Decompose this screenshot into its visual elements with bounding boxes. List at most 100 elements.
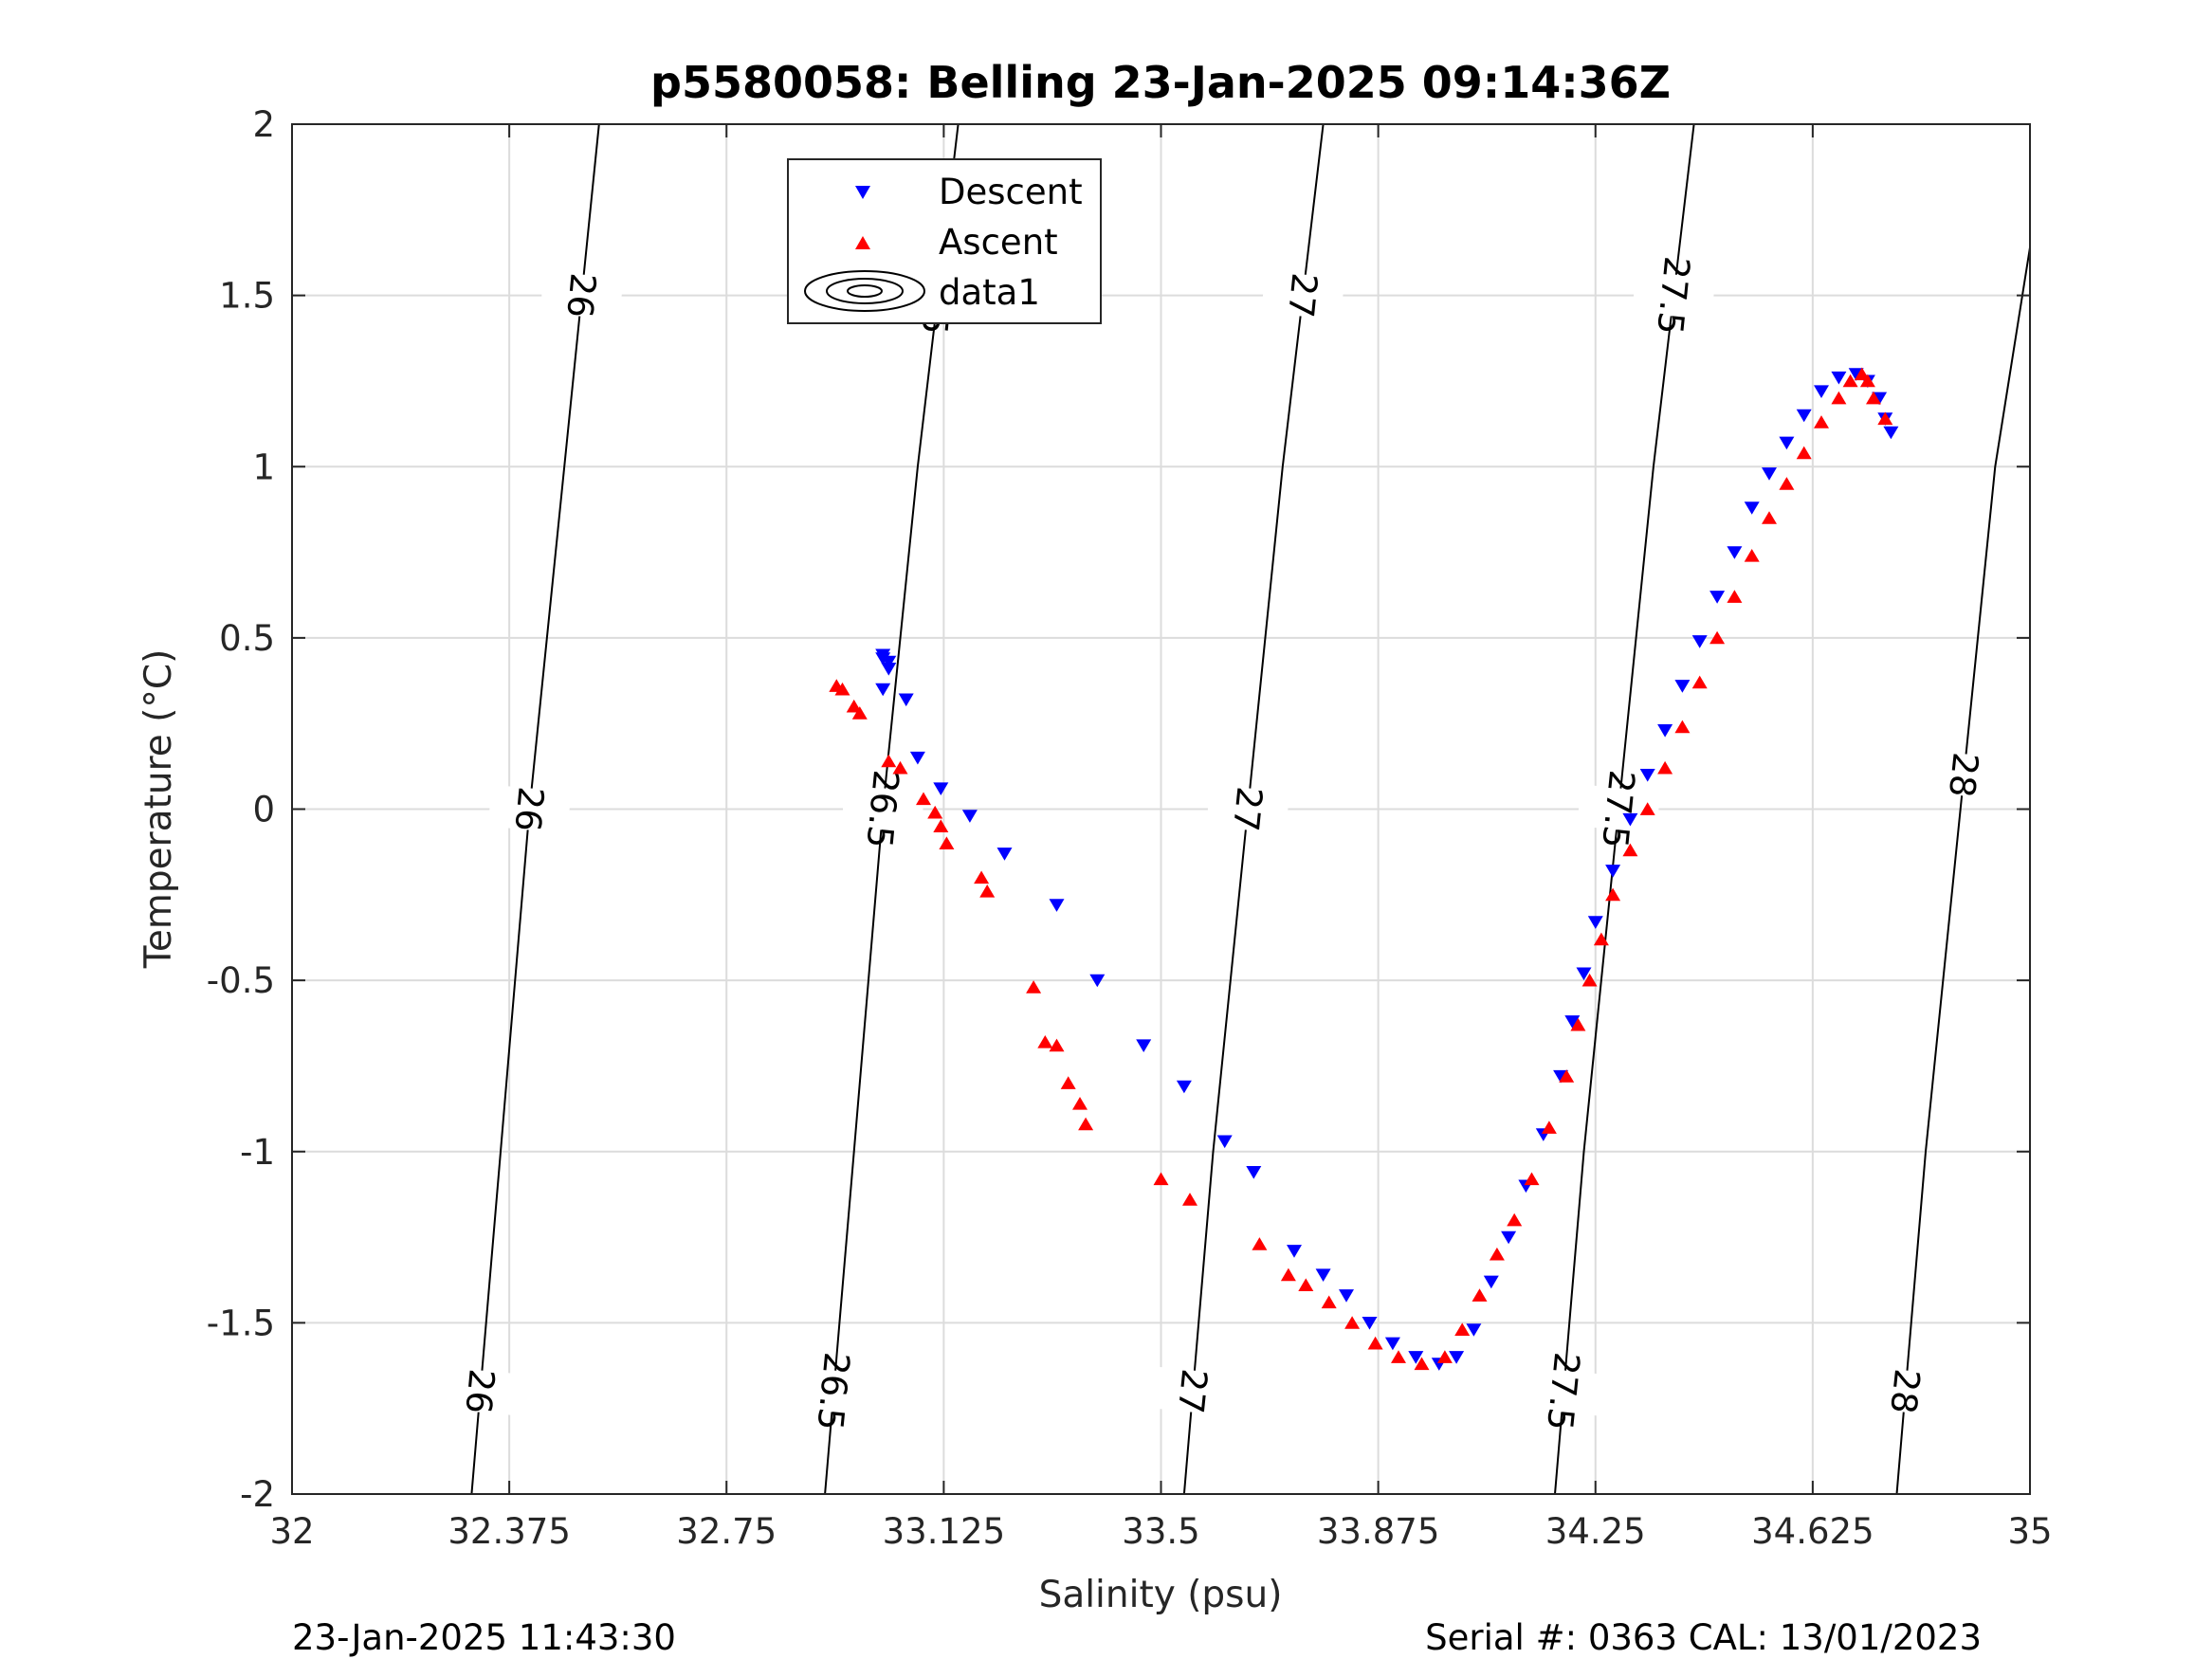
contour-label-bg bbox=[1632, 270, 1716, 320]
descent-point bbox=[1136, 1039, 1152, 1052]
descent-point bbox=[1089, 974, 1106, 988]
contour-label: 26 bbox=[506, 785, 551, 833]
contour-label-bg bbox=[1151, 1366, 1235, 1416]
y-tick-label: 2 bbox=[252, 104, 275, 145]
ascent-point bbox=[1814, 415, 1829, 428]
descent-point bbox=[933, 782, 949, 795]
x-tick-label: 32.375 bbox=[448, 1511, 570, 1552]
ascent-point bbox=[1709, 630, 1726, 645]
descent-point bbox=[1796, 409, 1812, 423]
ascent-point bbox=[1414, 1357, 1430, 1371]
ascent-point bbox=[1605, 887, 1621, 902]
descent-point bbox=[1779, 436, 1795, 450]
contour-label: 27.5 bbox=[1594, 768, 1642, 849]
descent-point bbox=[1727, 546, 1743, 559]
descent-point bbox=[1362, 1317, 1378, 1330]
legend-ascent-marker bbox=[855, 236, 870, 249]
ascent-point bbox=[881, 754, 897, 768]
descent-point bbox=[1216, 1135, 1233, 1149]
descent-point bbox=[1605, 865, 1621, 878]
contour-label-bg bbox=[487, 784, 572, 834]
contour-label-bg bbox=[792, 1366, 876, 1416]
descent-point bbox=[1691, 635, 1708, 648]
ascent-point bbox=[1877, 411, 1893, 426]
ascent-point bbox=[1153, 1172, 1169, 1186]
ascent-point bbox=[1796, 446, 1812, 460]
ascent-point bbox=[1298, 1278, 1314, 1291]
y-tick-label: 0.5 bbox=[219, 618, 275, 659]
legend-descent-label: Descent bbox=[939, 172, 1083, 212]
descent-point bbox=[898, 693, 914, 707]
descent-point bbox=[1384, 1337, 1400, 1351]
contour-line bbox=[1895, 246, 2031, 1495]
ascent-point bbox=[1639, 802, 1655, 815]
descent-point bbox=[961, 810, 978, 823]
ascent-point bbox=[892, 760, 908, 775]
ascent-point bbox=[1866, 391, 1881, 405]
ascent-point bbox=[933, 819, 949, 832]
y-tick-label: 0 bbox=[252, 790, 275, 830]
ascent-point bbox=[974, 870, 990, 884]
ascent-point bbox=[1524, 1172, 1540, 1186]
descent-point bbox=[909, 751, 925, 765]
descent-point bbox=[1639, 769, 1655, 782]
contour-27: 27 27 27 bbox=[1151, 123, 1345, 1495]
ascent-point bbox=[1727, 590, 1743, 603]
x-tick-label: 35 bbox=[2007, 1511, 2052, 1552]
ascent-point bbox=[1859, 374, 1875, 388]
descent-point bbox=[1049, 899, 1065, 912]
ascent-point bbox=[851, 706, 868, 720]
descent-point bbox=[1883, 426, 1899, 440]
ascent-point bbox=[1280, 1267, 1296, 1282]
y-axis-label: Temperature (°C) bbox=[137, 649, 180, 970]
descent-point bbox=[1466, 1323, 1482, 1337]
ascent-point bbox=[1060, 1076, 1076, 1089]
contour-label-bg bbox=[841, 784, 925, 834]
ascent-point bbox=[1691, 675, 1708, 689]
descent-point bbox=[881, 655, 897, 669]
y-tick-label: 1 bbox=[252, 447, 275, 487]
contour-label: 27.5 bbox=[1539, 1350, 1587, 1431]
descent-point bbox=[1315, 1268, 1331, 1282]
footer-timestamp: 23-Jan-2025 11:43:30 bbox=[292, 1617, 676, 1658]
y-tick-label: 1.5 bbox=[219, 276, 275, 317]
data-series bbox=[829, 367, 1899, 1371]
descent-point bbox=[875, 683, 891, 697]
ascent-point bbox=[1182, 1193, 1197, 1206]
ascent-point bbox=[1831, 391, 1847, 405]
y-tick-label: -2 bbox=[240, 1474, 275, 1515]
descent-point bbox=[1176, 1080, 1192, 1094]
ascent-point bbox=[1657, 760, 1673, 775]
contour-label-bg bbox=[1922, 750, 2006, 800]
ascent-point bbox=[1037, 1035, 1053, 1048]
ascent-point bbox=[1541, 1121, 1557, 1134]
descent-point bbox=[1449, 1351, 1465, 1364]
contour-26: 26 26 26 bbox=[438, 123, 624, 1495]
x-tick-label: 32 bbox=[269, 1511, 314, 1552]
x-axis-label: Salinity (psu) bbox=[1039, 1574, 1283, 1616]
axis-ticks: 32 32.375 32.75 33.125 33.5 33.875 34.25 34.625… bbox=[207, 104, 2053, 1552]
ascent-point bbox=[1344, 1316, 1361, 1329]
contour-label: 26.5 bbox=[858, 768, 906, 849]
ascent-point bbox=[1842, 374, 1858, 388]
ascent-point bbox=[927, 805, 943, 819]
ascent-point bbox=[1252, 1237, 1268, 1250]
legend-contour-icon bbox=[804, 270, 925, 312]
descent-point bbox=[1287, 1245, 1302, 1258]
ascent-point bbox=[1078, 1117, 1094, 1131]
descent-point bbox=[1483, 1275, 1499, 1289]
ascent-point bbox=[1049, 1038, 1065, 1052]
ascent-point bbox=[1570, 1017, 1586, 1031]
contour-label: 27.5 bbox=[1649, 254, 1697, 336]
ascent-point bbox=[1581, 973, 1598, 987]
contour-label: 28 bbox=[1941, 751, 1986, 799]
descent-point bbox=[1576, 967, 1592, 981]
descent-point bbox=[1501, 1231, 1517, 1245]
descent-point bbox=[1674, 680, 1691, 693]
legend-box bbox=[787, 158, 1102, 324]
ascent-point bbox=[1454, 1322, 1471, 1336]
descent-point bbox=[1814, 385, 1829, 398]
ascent-point bbox=[1593, 932, 1609, 946]
ascent-point bbox=[1779, 477, 1795, 490]
